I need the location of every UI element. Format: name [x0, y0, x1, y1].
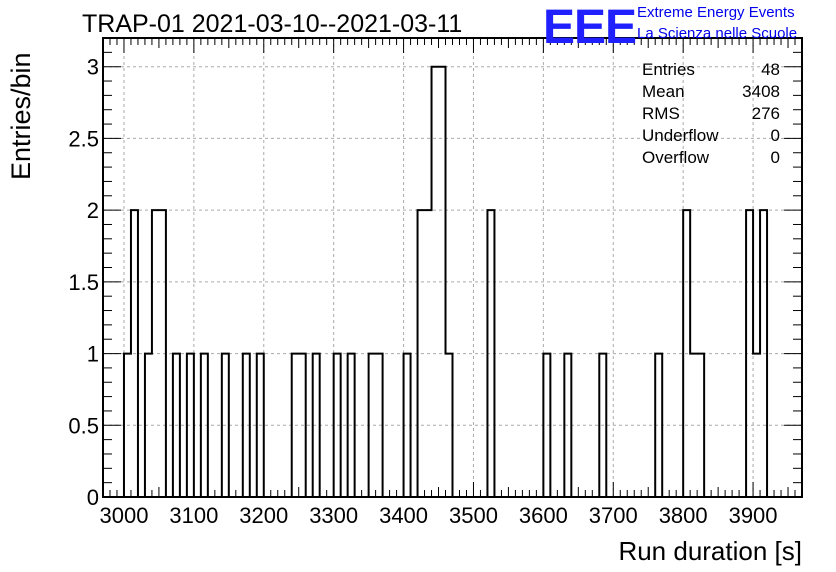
stat-label: Mean	[642, 82, 685, 101]
x-tick-label: 3300	[309, 503, 358, 528]
stat-value: 0	[770, 126, 780, 145]
x-tick-label: 3700	[589, 503, 638, 528]
x-tick-label: 3500	[449, 503, 498, 528]
y-tick-label: 1	[87, 342, 99, 367]
x-tick-label: 3400	[379, 503, 428, 528]
y-tick-label: 0	[87, 485, 99, 510]
stat-row-overflow: Overflow 0	[642, 148, 780, 170]
stat-value: 0	[770, 148, 780, 167]
stat-row-mean: Mean 3408	[642, 82, 780, 104]
x-tick-label: 3200	[239, 503, 288, 528]
y-tick-label: 1.5	[68, 270, 99, 295]
x-tick-label: 3600	[519, 503, 568, 528]
y-tick-label: 3	[87, 55, 99, 80]
logo-line-2: La Scienza nelle Scuole	[637, 25, 798, 42]
y-tick-label: 2	[87, 198, 99, 223]
stat-row-underflow: Underflow 0	[642, 126, 780, 148]
eee-logo: EEE	[543, 1, 637, 54]
y-tick-label: 2.5	[68, 126, 99, 151]
logo-line-1: Extreme Energy Events	[637, 4, 795, 21]
chart-title: TRAP-01 2021-03-10--2021-03-11	[82, 10, 463, 38]
y-tick-label: 0.5	[68, 413, 99, 438]
stats-box: Entries 48 Mean 3408 RMS 276 Underflow 0…	[642, 60, 780, 170]
stat-label: Entries	[642, 60, 695, 79]
stat-label: Overflow	[642, 148, 710, 167]
stat-row-rms: RMS 276	[642, 104, 780, 126]
x-tick-label: 3900	[729, 503, 778, 528]
x-tick-label: 3800	[659, 503, 708, 528]
x-tick-label: 3000	[99, 503, 148, 528]
x-tick-label: 3100	[169, 503, 218, 528]
stat-label: Underflow	[642, 126, 719, 145]
stat-value: 48	[761, 60, 780, 79]
x-axis-title: Run duration [s]	[618, 536, 802, 566]
stat-row-entries: Entries 48	[642, 60, 780, 82]
stat-value: 276	[751, 104, 780, 123]
y-axis-title: Entries/bin	[6, 52, 36, 180]
stat-value: 3408	[742, 82, 780, 101]
stat-label: RMS	[642, 104, 680, 123]
